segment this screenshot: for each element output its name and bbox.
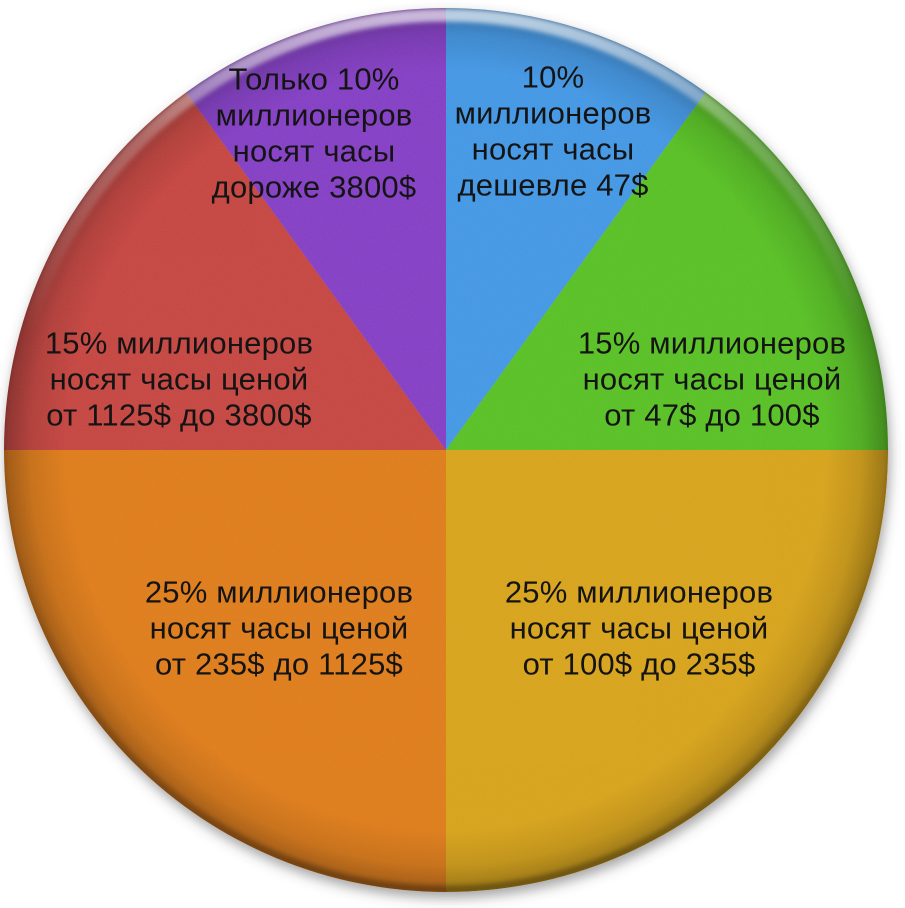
top-gloss-highlight	[4, 8, 888, 892]
pie-slice-label-under-47: 10% миллионеров носят часы дешевле 47$	[455, 60, 652, 203]
pie-slice-label-47-to-100: 15% миллионеров носят часы ценой от 47$ до…	[578, 326, 846, 433]
pie-slice-label-1125-to-3800: 15% миллионеров носят часы ценой от 1125$ …	[45, 326, 313, 433]
edge-shading	[4, 8, 888, 892]
pie-slice-label-100-to-235: 25% миллионеров носят часы ценой от 100$ д…	[505, 575, 773, 682]
pie-slice-label-235-to-1125: 25% миллионеров носят часы ценой от 235$ д…	[145, 575, 413, 682]
pie-labels: 10% миллионеров носят часы дешевле 47$ 15% м…	[45, 60, 846, 682]
pie-slice-label-over-3800: Только 10% миллионеров носят часы дороже 38…	[212, 62, 417, 205]
